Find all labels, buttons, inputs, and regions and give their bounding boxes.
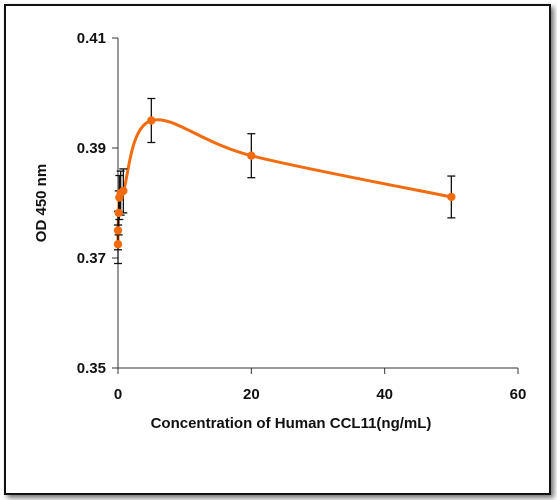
data-point [113, 240, 123, 249]
x-tick-label: 0 [114, 386, 122, 403]
x-tick-label: 40 [376, 386, 393, 403]
y-tick-label: 0.41 [77, 30, 106, 47]
data-point [113, 226, 123, 235]
chart: 0.35 0.37 0.39 0.41 0 20 40 60 Concentration o… [33, 30, 527, 432]
data-point [147, 116, 156, 125]
series-line [116, 118, 452, 245]
y-tick-label: 0.39 [77, 140, 106, 157]
chart-frame: 0.35 0.37 0.39 0.41 0 20 40 60 Concentration o… [4, 4, 551, 495]
x-tick-label: 20 [243, 386, 260, 403]
data-points [113, 116, 456, 249]
x-tick-label: 60 [510, 386, 527, 403]
x-ticks: 0 20 40 60 [114, 368, 527, 403]
error-bars [114, 97, 456, 265]
y-ticks: 0.35 0.37 0.39 0.41 [77, 30, 118, 377]
data-point [114, 208, 123, 218]
x-axis-title: Concentration of Human CCL11(ng/mL) [151, 415, 432, 432]
data-point [119, 186, 128, 196]
data-point [247, 151, 256, 160]
y-tick-label: 0.37 [77, 250, 106, 267]
data-point [447, 192, 456, 202]
y-tick-label: 0.35 [77, 360, 106, 377]
y-axis-title: OD 450 nm [33, 164, 50, 242]
